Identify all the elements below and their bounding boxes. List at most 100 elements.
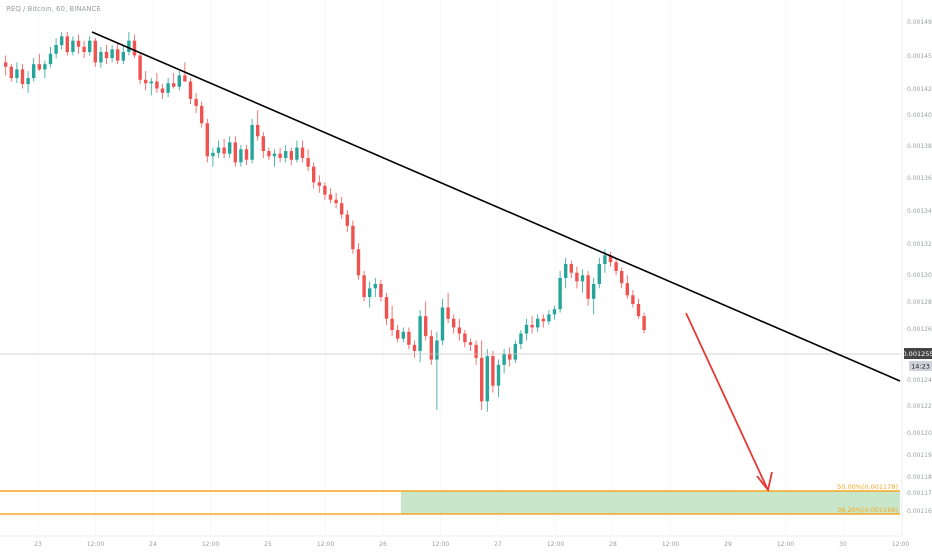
candle-body	[183, 75, 187, 82]
candle-body	[407, 331, 411, 345]
candle-body	[211, 152, 215, 157]
candle	[261, 131, 265, 158]
candle-body	[631, 295, 635, 304]
fib-label: 50.00%(0.001178)	[837, 483, 898, 491]
candle	[328, 188, 333, 204]
current-price-tag	[904, 348, 932, 359]
candle	[295, 140, 299, 163]
candle	[636, 298, 641, 319]
candle	[160, 84, 165, 99]
candle-body	[586, 275, 590, 299]
candle-body	[222, 147, 226, 154]
candle	[407, 327, 411, 350]
candle-body	[104, 51, 109, 59]
x-axis: 23 12:00 24 12:00 25 12:00 26 12:00 27 12:00 28 12:…	[0, 535, 909, 548]
candle	[306, 149, 310, 172]
candle	[351, 220, 355, 254]
candle-body	[295, 147, 299, 160]
candle-body	[536, 318, 540, 328]
candle	[401, 327, 405, 343]
candle-body	[608, 255, 613, 263]
candle	[250, 118, 254, 164]
candle-body	[558, 277, 562, 310]
candle	[65, 32, 69, 56]
candle	[104, 45, 109, 65]
candle	[435, 331, 439, 410]
candle-body	[368, 288, 372, 298]
candle-body	[334, 199, 338, 204]
candle	[379, 279, 383, 302]
candle	[340, 197, 344, 219]
candle-body	[278, 153, 282, 158]
candle	[155, 72, 159, 93]
candle	[362, 270, 366, 302]
candle	[20, 64, 25, 89]
x-tick-label: 12:00	[892, 541, 909, 548]
candle-body	[4, 62, 8, 67]
price-tags: 0.001255 14:23	[902, 348, 932, 371]
candle	[390, 305, 394, 337]
candle	[222, 138, 226, 158]
candle-body	[569, 264, 573, 273]
candle-body	[205, 123, 209, 157]
candle-body	[373, 284, 377, 289]
candle-body	[452, 318, 456, 328]
candle-body	[188, 81, 193, 99]
candle-body	[597, 264, 601, 284]
x-tick-label: 12:00	[202, 541, 219, 548]
candle-body	[250, 124, 254, 160]
x-tick-label: 27	[494, 541, 502, 548]
candle	[43, 60, 47, 79]
candle-body	[200, 105, 204, 124]
candle-body	[116, 49, 120, 61]
candle	[26, 71, 30, 93]
candle	[368, 281, 372, 308]
candle-body	[144, 79, 148, 84]
symbol-title: REQ / Bitcoin, 60, BINANCE	[6, 5, 101, 13]
trendline	[91, 31, 901, 382]
candle-body	[155, 81, 159, 89]
x-tick-label: 12:00	[317, 541, 334, 548]
candle	[138, 51, 142, 85]
candles-layer	[4, 32, 646, 412]
x-tick-label: 12:00	[777, 541, 794, 548]
candle	[547, 310, 551, 325]
candle	[71, 36, 75, 56]
candle	[564, 257, 568, 289]
candle-body	[132, 40, 137, 56]
candle-body	[43, 64, 47, 70]
candle	[480, 340, 484, 410]
candle	[233, 136, 237, 167]
candle	[278, 147, 282, 163]
candle	[4, 55, 8, 76]
candle	[127, 32, 131, 56]
candle-body	[267, 151, 271, 157]
candle	[614, 257, 618, 276]
candle	[530, 316, 534, 334]
candle	[575, 266, 579, 289]
candle	[317, 175, 321, 193]
candle	[284, 144, 288, 163]
candle	[440, 298, 445, 345]
candle-body	[446, 307, 450, 319]
candle-body	[390, 318, 394, 331]
candle-body	[127, 40, 131, 52]
candle-body	[194, 98, 198, 106]
candle-body	[362, 275, 366, 298]
countdown-tag	[909, 361, 932, 371]
candle-body	[289, 151, 293, 160]
candle	[345, 210, 349, 232]
candle	[580, 269, 585, 293]
candle-body	[261, 136, 265, 152]
candle-body	[177, 75, 181, 87]
candle	[642, 312, 646, 334]
candle-body	[508, 353, 512, 360]
